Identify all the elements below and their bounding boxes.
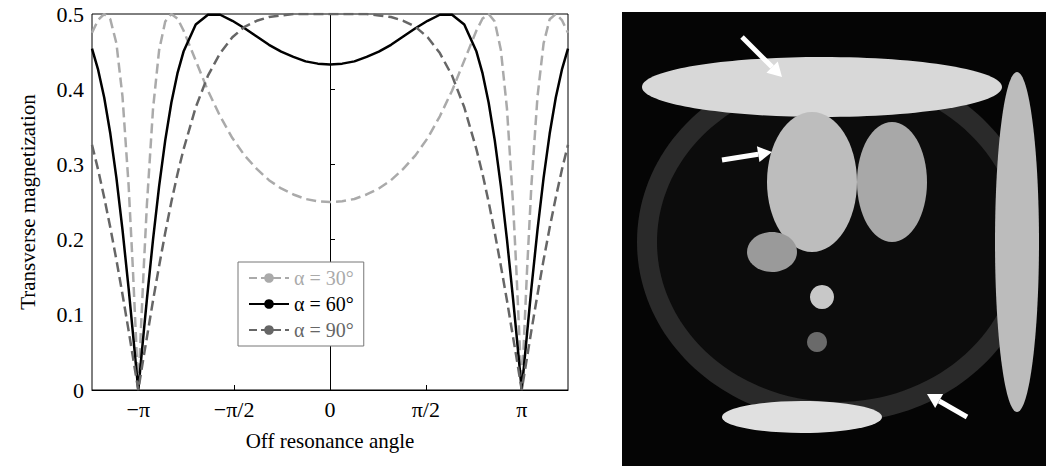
svg-text:α = 30°: α = 30° xyxy=(294,267,354,289)
svg-text:Transverse magnetization: Transverse magnetization xyxy=(16,94,40,310)
svg-text:π/2: π/2 xyxy=(412,397,440,422)
svg-text:α = 60°: α = 60° xyxy=(294,293,354,315)
svg-text:0.5: 0.5 xyxy=(57,2,85,27)
svg-text:0.1: 0.1 xyxy=(57,302,85,327)
svg-text:π: π xyxy=(516,397,527,422)
svg-text:0: 0 xyxy=(73,378,84,403)
svg-text:0.2: 0.2 xyxy=(57,227,85,252)
svg-text:0.4: 0.4 xyxy=(57,77,85,102)
svg-text:0: 0 xyxy=(325,397,336,422)
svg-text:Off resonance angle: Off resonance angle xyxy=(246,429,415,453)
svg-text:0.3: 0.3 xyxy=(57,152,85,177)
svg-text:−π/2: −π/2 xyxy=(214,397,255,422)
svg-text:α = 90°: α = 90° xyxy=(294,319,354,341)
svg-text:−π: −π xyxy=(127,397,151,422)
